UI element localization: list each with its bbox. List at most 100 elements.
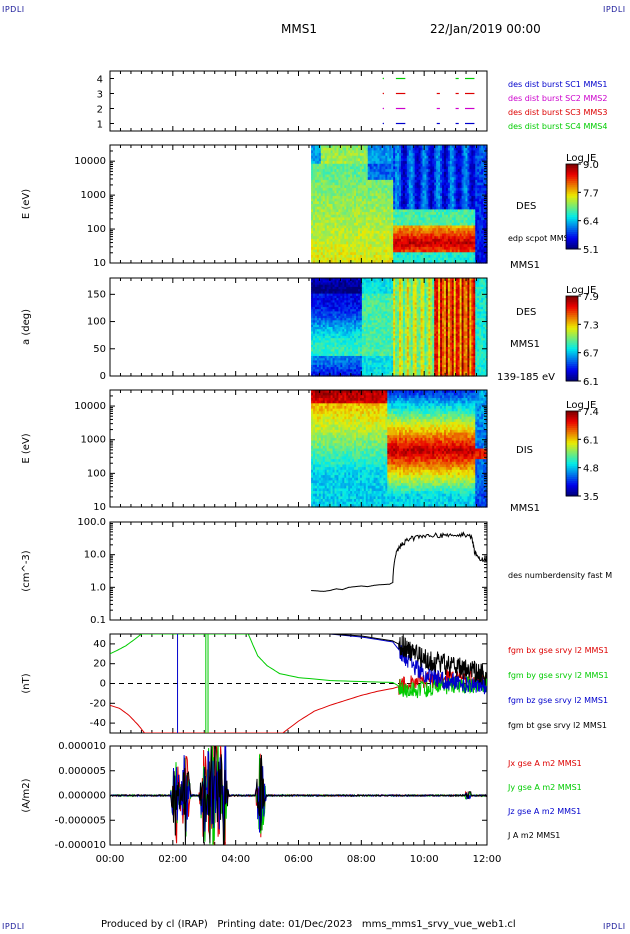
panel-label: MMS1 [510, 503, 540, 514]
ytick-label: 100 [87, 317, 106, 328]
ytick-label: 20 [93, 659, 106, 670]
ytick-label: 50 [93, 344, 106, 355]
legend-entry: Jz gse A m2 MMS1 [507, 807, 581, 816]
panel-label: DES [516, 307, 536, 318]
ytick-label: 1.0 [90, 582, 106, 593]
panel-label: DIS [516, 445, 533, 456]
legend-entry: des dist burst SC1 MMS1 [508, 80, 607, 89]
corner-label-bottom-left: IPDLI [2, 922, 25, 931]
availability-dot [382, 92, 385, 95]
legend-entry: Jy gse A m2 MMS1 [507, 783, 582, 792]
panel-label: MMS1 [510, 260, 540, 271]
panel-label: DES [516, 201, 536, 212]
ytick-label: 10000 [74, 156, 106, 167]
bfield-series-3 [329, 634, 487, 686]
density-series [311, 531, 487, 592]
panel-label: edp scpot MMS1 [508, 234, 574, 243]
legend-entry: des dist burst SC3 MMS3 [508, 108, 607, 117]
colorbar-tick-label: 7.4 [583, 407, 599, 418]
ytick-label: -20 [90, 698, 106, 709]
y-axis-label: (A/m2) [21, 778, 32, 812]
ytick-label: 0 [100, 371, 106, 382]
xtick-label: 08:00 [347, 854, 376, 865]
colorbar-tick-label: 6.7 [583, 349, 599, 360]
spacecraft-title: MMS1 [281, 22, 317, 36]
ytick-label: -0.000010 [55, 840, 106, 851]
y-axis-label: E (eV) [21, 433, 32, 463]
ytick-label: 1 [97, 120, 103, 131]
ytick-label: 10.0 [84, 550, 106, 561]
ytick-label: 0.000005 [58, 766, 106, 777]
bfield-series-2 [329, 634, 487, 695]
colorbar-tick-label: 6.1 [583, 435, 599, 446]
ytick-label: -0.000005 [55, 815, 106, 826]
ytick-label: 2 [97, 105, 103, 116]
xtick-label: 10:00 [410, 854, 439, 865]
legend-entry: fgm bx gse srvy l2 MMS1 [508, 646, 609, 655]
ytick-label: 0.000010 [58, 741, 106, 752]
legend-entry: fgm by gse srvy l2 MMS1 [508, 671, 609, 680]
availability-dot [382, 122, 385, 125]
bfield-series-0 [110, 669, 487, 733]
legend-entry: des numberdensity fast M [508, 571, 612, 580]
legend-entry: Jx gse A m2 MMS1 [507, 759, 582, 768]
ytick-label: 1000 [81, 190, 106, 201]
y-axis-label: a (deg) [21, 309, 32, 345]
corner-label-bottom-right: IPDLI [603, 922, 626, 931]
xtick-label: 00:00 [96, 854, 125, 865]
ytick-label: 10 [93, 502, 106, 513]
availability-dot [382, 77, 385, 80]
colorbar-tick-label: 9.0 [583, 160, 599, 171]
legend-entry: J A m2 MMS1 [507, 831, 560, 840]
ytick-label: 100.0 [77, 517, 106, 528]
colorbar-tick-label: 7.9 [583, 292, 599, 303]
legend-entry: des dist burst SC2 MMS2 [508, 94, 607, 103]
panel-frame-density [109, 521, 488, 621]
colorbar-title: Log JE [566, 153, 596, 164]
ytick-label: -40 [90, 718, 106, 729]
ytick-label: 0.1 [90, 615, 106, 626]
current-series-3 [110, 746, 487, 845]
ytick-label: 0.000000 [58, 791, 106, 802]
spectrogram-dis-energy [311, 390, 488, 508]
legend-entry: fgm bt gse srvy l2 MMS1 [508, 721, 607, 730]
spectrogram-des-pitch [311, 278, 488, 377]
colorbar-tick-label: 3.5 [583, 492, 599, 503]
colorbar-tick-label: 7.7 [583, 188, 599, 199]
corner-label-top-left: IPDLI [2, 5, 25, 14]
availability-dot [382, 107, 385, 110]
ytick-label: 40 [93, 639, 106, 650]
panel-label: 139-185 eV [497, 372, 555, 383]
spectrogram-des-energy [311, 145, 488, 264]
colorbar-title: Log JE [566, 285, 596, 296]
ytick-label: 0 [100, 679, 106, 690]
colorbar-tick-label: 6.1 [583, 377, 599, 388]
ytick-label: 100 [87, 468, 106, 479]
colorbar-tick-label: 4.8 [583, 464, 599, 475]
ytick-label: 10000 [74, 401, 106, 412]
panel-frame-availability [109, 70, 488, 132]
colorbar-dis-energy [565, 410, 579, 497]
ytick-label: 3 [97, 90, 103, 101]
legend-entry: des dist burst SC4 MMS4 [508, 122, 607, 131]
ytick-label: 1000 [81, 435, 106, 446]
y-axis-label: (cm^-3) [21, 550, 32, 591]
corner-label-top-right: IPDLI [603, 5, 626, 14]
legend-entry: fgm bz gse srvy l2 MMS1 [508, 696, 608, 705]
y-axis-label: E (eV) [21, 189, 32, 219]
date-title: 22/Jan/2019 00:00 [430, 22, 541, 36]
xtick-label: 04:00 [221, 854, 250, 865]
xtick-label: 06:00 [284, 854, 313, 865]
ytick-label: 4 [97, 75, 103, 86]
xtick-label: 12:00 [473, 854, 502, 865]
y-axis-label: (nT) [21, 673, 32, 693]
colorbar-tick-label: 7.3 [583, 320, 599, 331]
colorbar-tick-label: 6.4 [583, 217, 599, 228]
ytick-label: 100 [87, 224, 106, 235]
ytick-label: 150 [87, 289, 106, 300]
colorbar-title: Log JE [566, 400, 596, 411]
colorbar-tick-label: 5.1 [583, 245, 599, 256]
footer-credit: Produced by cl (IRAP) Printing date: 01/… [101, 919, 516, 930]
colorbar-des-energy [565, 163, 579, 250]
